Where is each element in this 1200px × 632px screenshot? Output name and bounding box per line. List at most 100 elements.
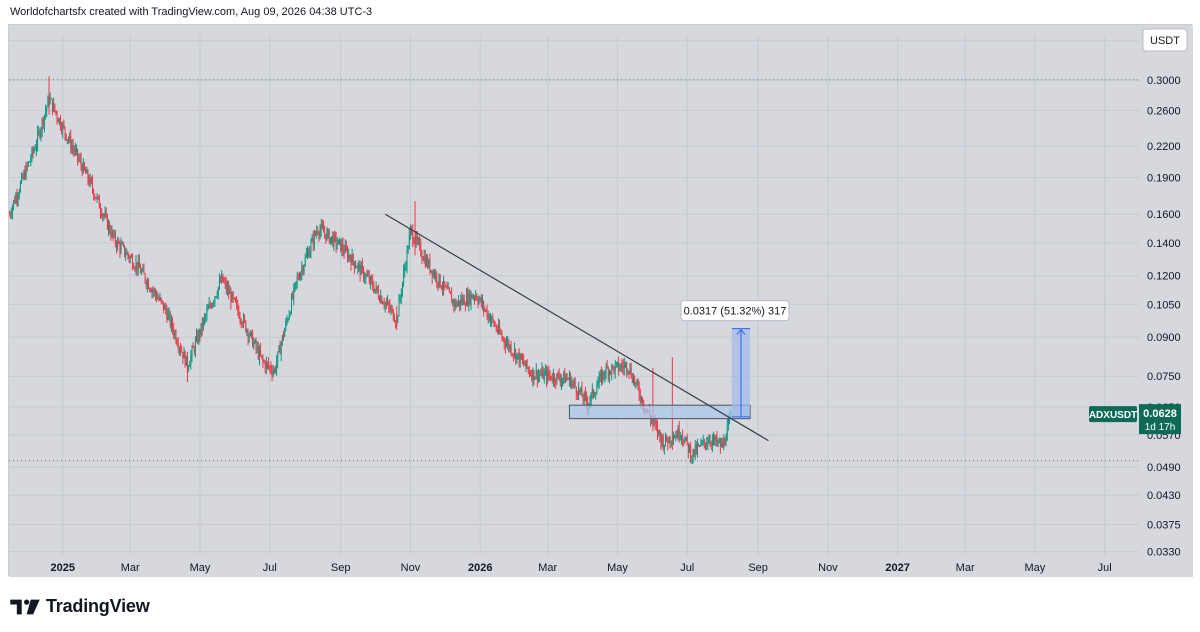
candle	[224, 276, 226, 289]
candle	[130, 253, 132, 258]
candle	[246, 328, 248, 336]
candle-body	[586, 395, 588, 403]
candle	[176, 337, 178, 347]
candle-body	[319, 230, 321, 236]
candle-body	[344, 246, 346, 254]
candle	[698, 443, 700, 447]
candle	[18, 188, 20, 200]
candle	[161, 299, 163, 305]
candle-body	[558, 374, 560, 379]
candle-body	[121, 244, 123, 246]
candle	[483, 300, 485, 317]
candle-body	[453, 299, 455, 306]
candle-body	[503, 338, 505, 343]
candle	[620, 362, 622, 372]
candle	[72, 138, 74, 156]
candle-body	[427, 258, 429, 267]
candle	[400, 288, 402, 305]
chart-panel[interactable]: 0.0317 (51.32%) 3170.36000.30000.26000.2…	[8, 24, 1193, 577]
candle	[108, 219, 110, 237]
candle-body	[678, 427, 680, 438]
candle	[237, 299, 239, 316]
candle-body	[88, 179, 90, 185]
candle	[552, 368, 554, 387]
candle	[430, 270, 432, 273]
candle-body	[35, 145, 37, 150]
candle	[494, 320, 496, 327]
candle-body	[26, 164, 28, 166]
candle	[691, 455, 693, 464]
candle	[40, 127, 42, 142]
candle-body	[670, 442, 672, 443]
candle	[607, 366, 609, 382]
candle	[188, 365, 190, 373]
candle-body	[483, 301, 485, 310]
candle-body	[397, 316, 399, 318]
candle	[331, 236, 333, 245]
candle-body	[150, 289, 152, 292]
candle-body	[429, 260, 431, 272]
candle	[701, 439, 703, 446]
candle-body	[55, 110, 57, 113]
candle	[146, 277, 148, 293]
candle	[97, 195, 99, 201]
trendline[interactable]	[384, 213, 769, 442]
candle-body	[591, 389, 593, 394]
candle-body	[210, 305, 212, 308]
price-chart[interactable]: 0.0317 (51.32%) 3170.36000.30000.26000.2…	[9, 25, 1193, 577]
candle-body	[146, 281, 148, 286]
candle-body	[443, 281, 445, 289]
y-tick-label: 0.1200	[1147, 271, 1181, 283]
candle-body	[540, 374, 542, 376]
candle-body	[514, 349, 515, 355]
candle-body	[718, 440, 720, 442]
tradingview-logo[interactable]: TradingView	[10, 596, 150, 617]
candle	[178, 346, 180, 356]
measure-tool[interactable]	[731, 328, 751, 418]
candle-body	[339, 239, 340, 241]
candle-body	[361, 264, 363, 268]
candle	[671, 436, 673, 450]
candle	[288, 309, 290, 321]
candle-body	[128, 255, 130, 260]
candle-body	[478, 299, 480, 304]
candle	[597, 376, 599, 388]
candle	[445, 285, 447, 288]
candle-body	[566, 378, 568, 379]
candle	[563, 370, 565, 385]
symbol-tag-box	[1089, 406, 1137, 423]
candle-body	[570, 374, 572, 387]
candle	[230, 287, 232, 310]
candle	[289, 311, 291, 317]
x-tick-label: Jul	[680, 562, 694, 574]
candle-body	[21, 175, 23, 183]
candle-body	[622, 366, 624, 369]
y-tick-label: 0.0375	[1147, 519, 1181, 531]
y-tick-label: 0.2600	[1147, 105, 1181, 117]
candle-body	[547, 371, 549, 381]
candle-body	[579, 388, 581, 392]
candle	[516, 353, 518, 365]
candle	[51, 98, 53, 116]
candle-body	[431, 270, 433, 277]
candle	[365, 273, 367, 285]
currency-button[interactable]: USDT	[1142, 28, 1188, 52]
candle-body	[213, 301, 215, 304]
candle	[217, 286, 219, 300]
candle-body	[216, 294, 218, 297]
candle-body	[442, 288, 443, 290]
candle	[50, 97, 52, 100]
candle	[38, 126, 40, 137]
candle	[11, 204, 13, 220]
candle-body	[693, 449, 695, 456]
candle-body	[164, 305, 165, 310]
support-zone[interactable]	[568, 404, 751, 420]
candle	[86, 166, 88, 174]
candle	[87, 169, 89, 185]
candle-body	[14, 200, 16, 203]
candle	[469, 289, 471, 306]
candle-body	[629, 367, 631, 373]
candle-body	[628, 371, 630, 373]
candle	[335, 231, 337, 254]
candle-body	[520, 354, 522, 360]
